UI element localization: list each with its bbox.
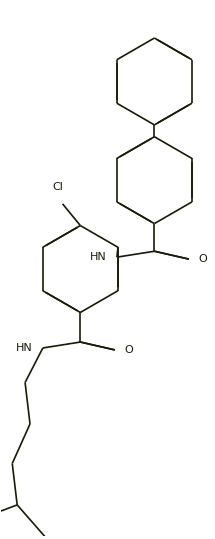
Text: HN: HN <box>90 252 107 262</box>
Text: Cl: Cl <box>52 182 63 192</box>
Text: O: O <box>125 345 134 355</box>
Text: HN: HN <box>16 343 33 353</box>
Text: O: O <box>199 254 207 264</box>
